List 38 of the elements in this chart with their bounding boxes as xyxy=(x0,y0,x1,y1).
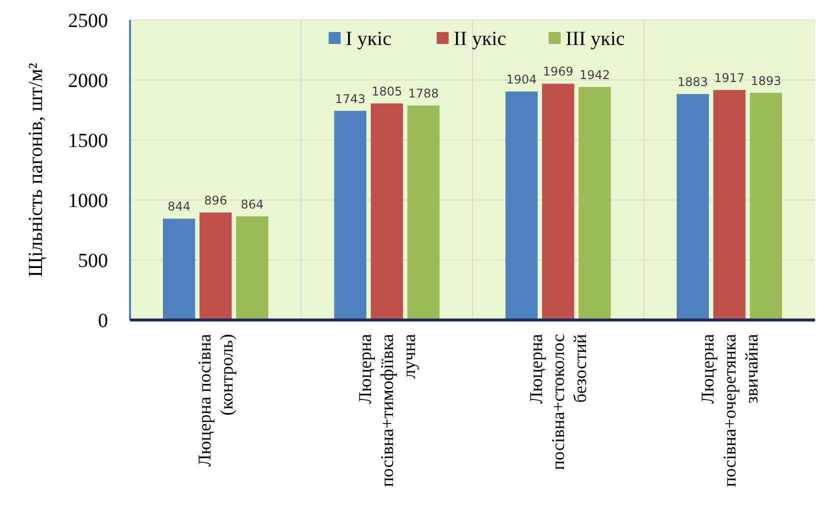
x-tick-label: Люцерна посівна (контроль) xyxy=(194,334,237,467)
legend-label: III укіс xyxy=(566,28,625,50)
y-tick-label: 0 xyxy=(98,310,108,332)
bar xyxy=(676,94,709,320)
y-axis-title: Щільність пагонів, шт/м² xyxy=(25,62,47,278)
data-label: 1883 xyxy=(678,75,708,90)
bar xyxy=(713,90,746,320)
bar xyxy=(370,103,403,320)
x-tick-label: Люцерна посівна+стоколос безостий xyxy=(526,334,590,470)
y-tick-label: 1500 xyxy=(68,130,108,152)
bar xyxy=(162,218,196,320)
data-label: 844 xyxy=(168,200,190,214)
data-label: 1743 xyxy=(335,92,366,106)
bar xyxy=(334,110,366,320)
x-tick-label: Люцерна посівна+тимофіївка лучна xyxy=(354,334,419,487)
data-label: 896 xyxy=(204,193,228,208)
bar xyxy=(407,105,440,320)
y-tick-label: 2500 xyxy=(68,10,108,32)
legend-label: I укіс xyxy=(346,28,392,50)
data-label: 864 xyxy=(240,197,264,212)
bar xyxy=(200,212,232,320)
x-tick-label: Люцерна посівна+очеретянка звичайна xyxy=(697,334,762,487)
y-tick-label: 1000 xyxy=(68,190,108,212)
bar xyxy=(505,92,538,320)
data-label: 1969 xyxy=(542,64,574,79)
data-label: 1893 xyxy=(750,74,782,88)
data-label: 1805 xyxy=(372,84,402,98)
data-label: 1942 xyxy=(579,68,610,82)
y-tick-label: 500 xyxy=(78,250,108,272)
legend-label: II укіс xyxy=(454,28,506,50)
data-label: 1917 xyxy=(714,70,745,85)
bar xyxy=(542,84,574,320)
bar xyxy=(750,92,782,320)
bar xyxy=(236,216,268,320)
y-tick-label: 2000 xyxy=(68,70,108,92)
data-label: 1788 xyxy=(408,86,439,100)
data-label: 1904 xyxy=(506,72,537,87)
bar xyxy=(578,86,611,320)
